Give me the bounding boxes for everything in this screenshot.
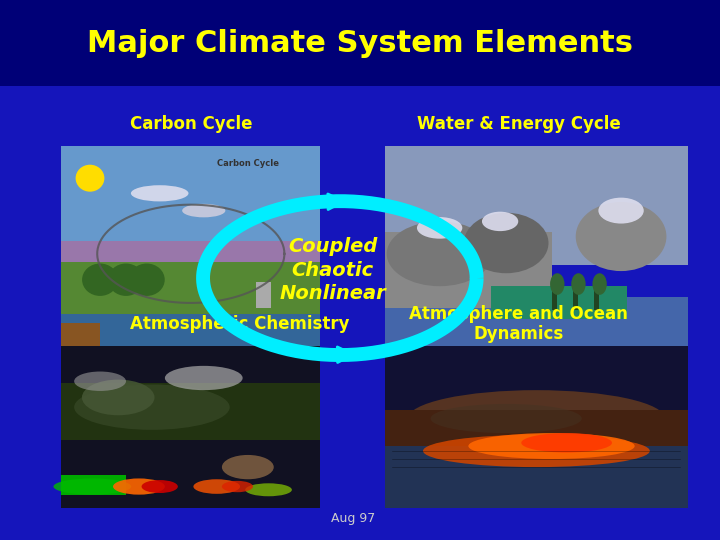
Ellipse shape bbox=[113, 478, 165, 495]
Bar bbox=[572, 284, 578, 310]
Ellipse shape bbox=[129, 264, 165, 296]
Ellipse shape bbox=[464, 213, 549, 273]
Ellipse shape bbox=[387, 221, 492, 286]
Bar bbox=[61, 146, 320, 265]
Ellipse shape bbox=[82, 264, 118, 296]
Bar bbox=[61, 262, 320, 323]
Bar bbox=[61, 241, 320, 280]
Bar bbox=[61, 314, 320, 362]
Text: Carbon Cycle: Carbon Cycle bbox=[130, 115, 252, 133]
Bar bbox=[594, 284, 599, 310]
Ellipse shape bbox=[482, 212, 518, 231]
Ellipse shape bbox=[53, 478, 131, 495]
Ellipse shape bbox=[468, 433, 635, 459]
Bar bbox=[61, 475, 126, 495]
Ellipse shape bbox=[142, 480, 178, 493]
Ellipse shape bbox=[417, 217, 462, 239]
Ellipse shape bbox=[182, 204, 225, 217]
Ellipse shape bbox=[165, 366, 243, 390]
Ellipse shape bbox=[82, 380, 155, 415]
Ellipse shape bbox=[576, 202, 667, 271]
Bar bbox=[491, 286, 627, 319]
Ellipse shape bbox=[194, 480, 240, 494]
Bar bbox=[385, 435, 688, 508]
Text: Atmospheric Chemistry: Atmospheric Chemistry bbox=[130, 315, 349, 333]
Bar bbox=[385, 146, 688, 265]
Text: Water & Energy Cycle: Water & Energy Cycle bbox=[417, 115, 620, 133]
Ellipse shape bbox=[222, 455, 274, 480]
Text: Aug 97: Aug 97 bbox=[330, 512, 375, 525]
Bar bbox=[0, 0, 720, 86]
Ellipse shape bbox=[593, 273, 607, 295]
Bar bbox=[385, 410, 688, 446]
Ellipse shape bbox=[550, 273, 564, 295]
Ellipse shape bbox=[423, 435, 649, 467]
Ellipse shape bbox=[521, 433, 612, 453]
Bar bbox=[61, 383, 320, 440]
Bar bbox=[385, 232, 552, 308]
Bar bbox=[552, 284, 557, 310]
Ellipse shape bbox=[108, 264, 144, 296]
Text: Carbon Cycle: Carbon Cycle bbox=[217, 159, 279, 167]
Bar bbox=[385, 346, 688, 508]
Bar bbox=[385, 297, 688, 362]
Text: Major Climate System Elements: Major Climate System Elements bbox=[87, 29, 633, 58]
Ellipse shape bbox=[131, 185, 189, 201]
Bar bbox=[61, 346, 320, 508]
Ellipse shape bbox=[76, 165, 104, 192]
Ellipse shape bbox=[408, 390, 665, 447]
Ellipse shape bbox=[74, 372, 126, 391]
Ellipse shape bbox=[222, 481, 253, 492]
Text: Coupled
Chaotic
Nonlinear: Coupled Chaotic Nonlinear bbox=[279, 237, 386, 303]
Text: Atmosphere and Ocean
Dynamics: Atmosphere and Ocean Dynamics bbox=[409, 305, 628, 343]
Ellipse shape bbox=[246, 483, 292, 496]
Ellipse shape bbox=[571, 273, 585, 295]
Bar bbox=[61, 323, 100, 362]
Bar bbox=[256, 282, 271, 308]
Ellipse shape bbox=[431, 404, 582, 433]
Ellipse shape bbox=[598, 198, 644, 224]
Ellipse shape bbox=[74, 384, 230, 430]
